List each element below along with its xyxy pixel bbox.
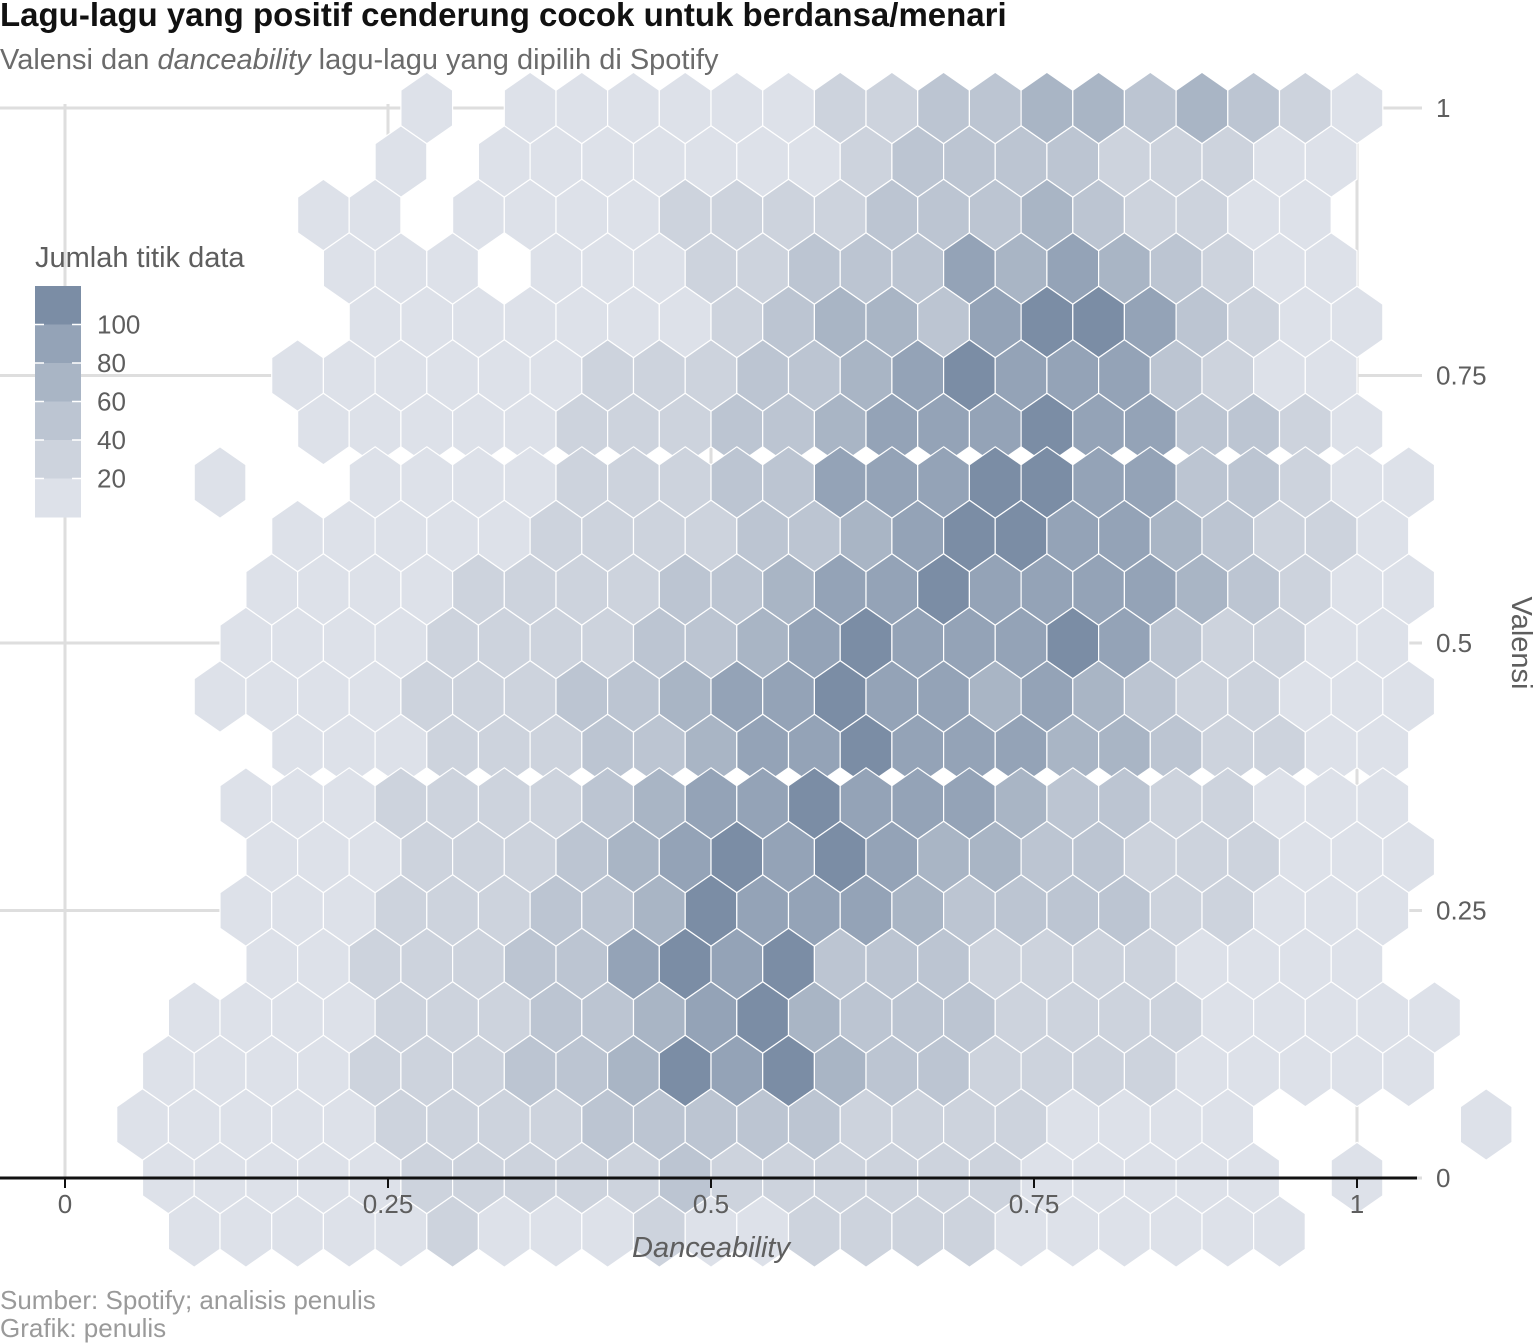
x-tick-label: 0.75 [1009,1189,1060,1219]
y-tick-label: 0.5 [1436,628,1472,658]
subtitle-emphasis: danceability [157,44,311,76]
legend-label: 20 [97,464,126,494]
legend-label: 80 [97,348,126,378]
legend-color-step [35,401,81,441]
legend-title: Jumlah titik data [35,242,245,274]
legend-color-step [35,478,81,518]
x-tick-label: 0.25 [363,1189,414,1219]
y-tick-label: 0 [1436,1163,1450,1193]
y-tick-label: 1 [1436,93,1450,123]
hexbin-cells [116,71,1513,1268]
y-tick-label: 0.75 [1436,361,1487,391]
y-tick-label: 0.25 [1436,896,1487,926]
x-tick-label: 1 [1350,1189,1364,1219]
caption-source: Sumber: Spotify; analisis penulis [0,1285,376,1315]
hexbin-cell [1459,1088,1513,1161]
subtitle-text-after: lagu-lagu yang dipilih di Spotify [310,44,719,76]
legend-color-step [35,286,81,325]
hexbin-cell [1382,1034,1436,1108]
subtitle-text-before: Valensi dan [0,44,158,76]
legend-color-step [35,440,81,479]
hexbin-cell [1252,1195,1306,1268]
y-axis-title: Valensi [1505,597,1536,690]
legend-label: 100 [97,310,140,340]
legend: Jumlah titik data 100 80 60 40 20 [35,242,245,518]
legend-label: 40 [97,425,126,455]
legend-label: 60 [97,387,126,417]
legend-color-step [35,363,81,402]
hexbin-cell [193,446,247,519]
caption-credit: Grafik: penulis [0,1313,167,1343]
legend-color-step [35,324,81,364]
caption: Sumber: Spotify; analisis penulis Grafik… [0,1286,376,1342]
chart-subtitle: Valensi dan danceability lagu-lagu yang … [0,44,719,77]
chart-title: Lagu-lagu yang positif cenderung cocok u… [0,0,1007,33]
x-axis-title: Danceability [632,1232,791,1264]
axes: 0 0.25 0.5 0.75 1 0 0.25 0.5 0.75 1 Danceability Va… [0,93,1536,1264]
x-tick-label: 0 [58,1189,72,1219]
x-tick-label: 0.5 [693,1189,729,1219]
